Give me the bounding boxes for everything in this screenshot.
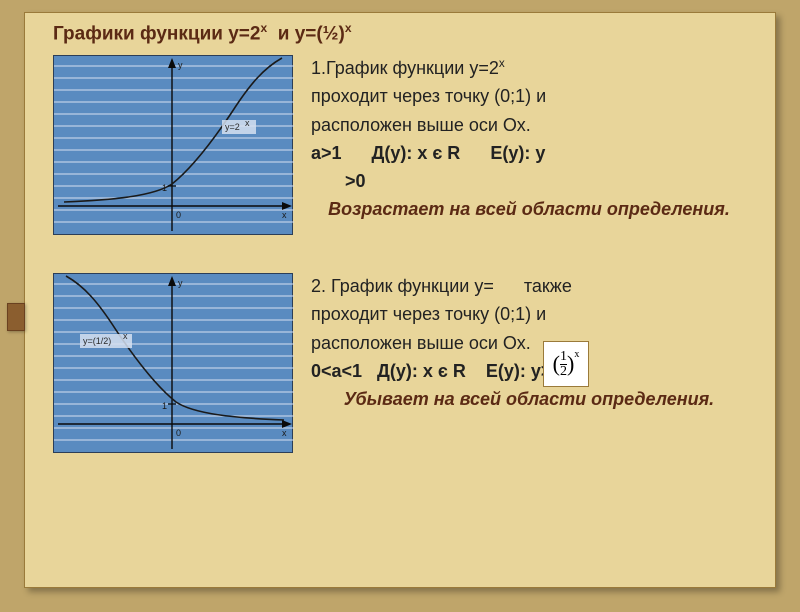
text-block-1: 1.График функции y=2x проходит через точ… — [311, 55, 747, 224]
svg-text:x: x — [123, 331, 128, 341]
b1-line3: расположен выше оси Ох. — [311, 112, 747, 138]
svg-text:x: x — [245, 118, 250, 128]
chart2-x-label: x — [282, 428, 287, 438]
fraction-inset: ( 1 2 ) x — [543, 341, 589, 387]
chart2-axes — [58, 276, 292, 449]
chart2-origin: 0 — [176, 428, 181, 438]
slide-title: Графики функции y=2x и y=(½)x — [25, 13, 775, 45]
b2-line1: 2. График функции y= также — [311, 273, 747, 299]
chart1-grid — [54, 66, 294, 222]
b1-line4: a>1 Д(y): x є R E(y): y — [311, 140, 747, 166]
b2-line3: расположен выше оси Ох. — [311, 330, 747, 356]
chart-growing: y x 0 1 y=2 x — [53, 55, 293, 235]
chart1-eq-label: y=2 x — [222, 118, 256, 134]
chart-decaying: y x 0 1 y=(1/2) x — [53, 273, 293, 453]
row-1: y x 0 1 y=2 x 1.График функции y=2x прох… — [25, 45, 775, 241]
slide-tab — [7, 303, 25, 331]
chart1-x-label: x — [282, 210, 287, 220]
chart1-y-label: y — [178, 60, 183, 70]
chart2-y-label: y — [178, 278, 183, 288]
chart2-grid — [54, 284, 294, 440]
row-2: y x 0 1 y=(1/2) x 2. График функции y= т… — [25, 241, 775, 459]
chart2-one: 1 — [162, 401, 167, 411]
chart1-one: 1 — [162, 183, 167, 193]
chart2-eq-label: y=(1/2) x — [80, 331, 132, 348]
b1-conclusion: Возрастает на всей области определения. — [311, 196, 747, 222]
b1-line2: проходит через точку (0;1) и — [311, 83, 747, 109]
b2-line2: проходит через точку (0;1) и — [311, 301, 747, 327]
b1-line4b: >0 — [311, 168, 747, 194]
text-block-2: 2. График функции y= также проходит чере… — [311, 273, 747, 413]
chart1-origin: 0 — [176, 210, 181, 220]
b2-line4: 0<а<1 Д(y): x є R E(y): y>0 — [311, 358, 747, 384]
svg-text:y=(1/2): y=(1/2) — [83, 336, 111, 346]
slide: Графики функции y=2x и y=(½)x — [24, 12, 776, 588]
b2-conclusion: Убывает на всей области определения. — [311, 386, 747, 412]
frac-exp: x — [574, 349, 579, 360]
svg-text:y=2: y=2 — [225, 122, 240, 132]
frac-den: 2 — [560, 364, 567, 379]
chart1-axes — [58, 58, 292, 231]
frac-num: 1 — [560, 349, 567, 364]
b1-line1: 1.График функции y=2x — [311, 55, 747, 81]
